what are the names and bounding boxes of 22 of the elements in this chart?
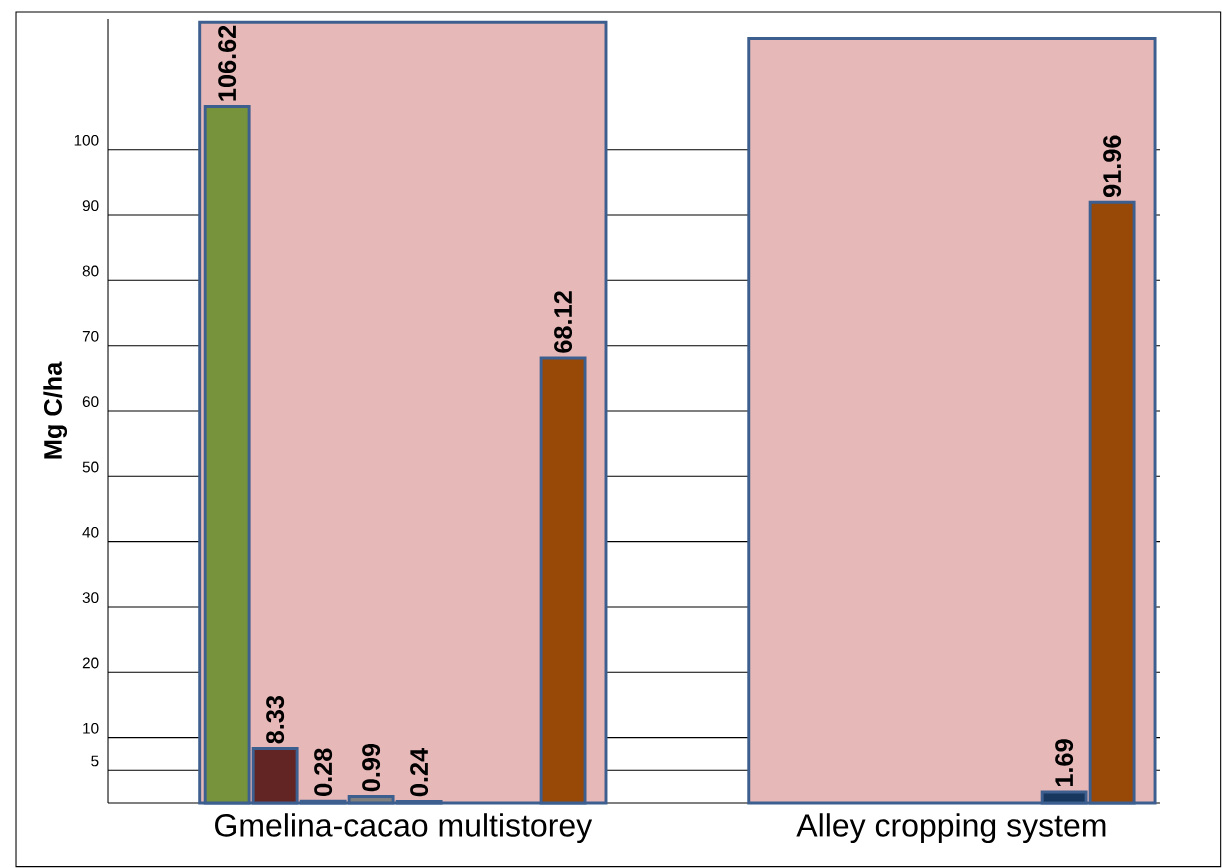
y-tick-label: 40: [82, 526, 99, 538]
data-label: 91.96: [1103, 135, 1122, 198]
y-tick-label: 20: [82, 657, 99, 669]
data-label: 8.33: [266, 695, 285, 744]
x-tick-label: Gmelina-cacao multistorey: [215, 813, 593, 844]
y-tick-label: 60: [82, 396, 99, 408]
y-tick-label: 100: [74, 134, 99, 146]
x-tick-label: Alley cropping system: [796, 813, 1106, 844]
y-tick-label: 10: [83, 722, 99, 734]
data-label: 0.28: [314, 748, 333, 796]
data-label: 106.62: [218, 25, 237, 101]
y-axis-title: Mg C/ha: [43, 361, 68, 459]
y-tick-label: 50: [82, 461, 99, 473]
data-label: 1.69: [1055, 739, 1074, 787]
y-tick-label: 30: [82, 592, 99, 604]
y-tick-label: 90: [82, 200, 99, 212]
data-label: 68.12: [554, 291, 573, 353]
y-tick-label: 70: [82, 330, 99, 342]
data-label: 0.99: [362, 743, 381, 792]
y-tick-label: 80: [82, 265, 99, 277]
data-label: 0.24: [410, 747, 429, 797]
y-tick-label: 5: [91, 755, 99, 767]
